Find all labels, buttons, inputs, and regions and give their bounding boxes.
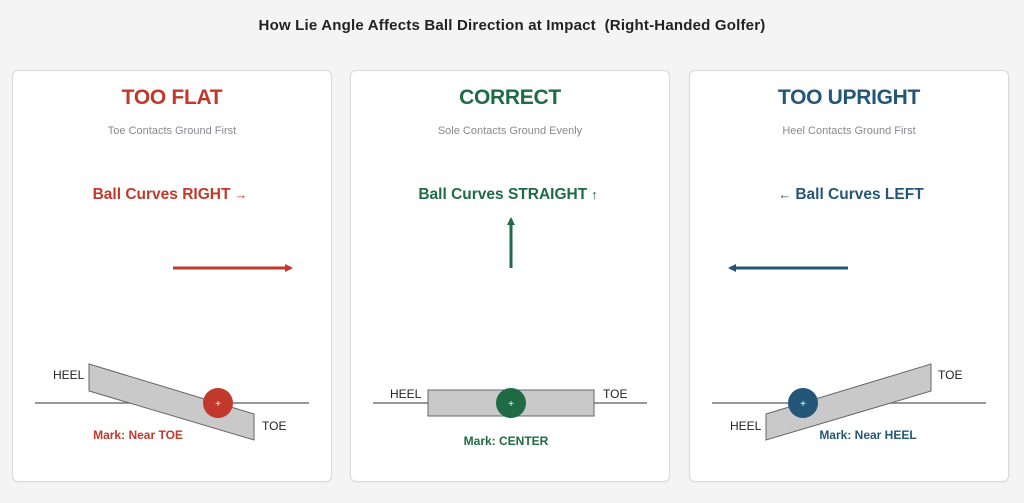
toe-label: TOE: [938, 368, 962, 382]
club-face: [88, 363, 255, 441]
heel-label: HEEL: [730, 419, 762, 433]
lie-diagram: + HEEL TOE Mark: Near HEEL: [712, 264, 986, 442]
curve-label: Ball Curves RIGHT →: [13, 186, 331, 204]
center-mark-icon: +: [800, 399, 806, 410]
panel-heading: TOO FLAT: [121, 86, 223, 109]
ball-mark: [203, 388, 233, 418]
arrow-right-icon: →: [234, 187, 248, 202]
lie-diagram: + HEEL TOE Mark: Near TOE: [35, 264, 309, 442]
curve-text: Ball Curves STRAIGHT: [418, 186, 588, 203]
panel-too-upright: TOO UPRIGHT Heel Contacts Ground First ←…: [689, 70, 1009, 482]
panel-subtitle: Heel Contacts Ground First: [782, 125, 916, 137]
curve-label: ← Ball Curves LEFT: [690, 186, 1008, 204]
club-face: [765, 363, 932, 441]
panel-correct: CORRECT Sole Contacts Ground Evenly Ball…: [350, 70, 670, 482]
center-mark-icon: +: [215, 399, 221, 410]
arrow-left-icon: ←: [778, 187, 792, 202]
toe-label: TOE: [262, 419, 286, 433]
center-mark-icon: +: [508, 399, 514, 410]
heel-label: HEEL: [53, 368, 85, 382]
impact-mark-label: Mark: Near HEEL: [819, 428, 916, 442]
panel-heading: CORRECT: [459, 86, 561, 109]
impact-mark-label: Mark: Near TOE: [93, 428, 183, 442]
arrow-up-icon: ↑: [591, 187, 598, 202]
ball-mark: [788, 388, 818, 418]
heel-label: HEEL: [390, 387, 422, 401]
curve-text: Ball Curves RIGHT: [92, 186, 231, 203]
curve-text: Ball Curves LEFT: [795, 186, 924, 203]
panel-heading: TOO UPRIGHT: [777, 86, 921, 109]
panel-too-flat: TOO FLAT Toe Contacts Ground First Ball …: [12, 70, 332, 482]
panel-subtitle: Sole Contacts Ground Evenly: [437, 125, 583, 137]
impact-mark-label: Mark: CENTER: [464, 434, 549, 448]
ball-mark: [496, 388, 526, 418]
curve-label: Ball Curves STRAIGHT ↑: [351, 186, 669, 204]
diagram-title: How Lie Angle Affects Ball Direction at …: [258, 17, 766, 34]
toe-label: TOE: [603, 387, 627, 401]
lie-diagram: + HEEL TOE Mark: CENTER: [373, 217, 647, 448]
panel-subtitle: Toe Contacts Ground First: [107, 125, 237, 137]
